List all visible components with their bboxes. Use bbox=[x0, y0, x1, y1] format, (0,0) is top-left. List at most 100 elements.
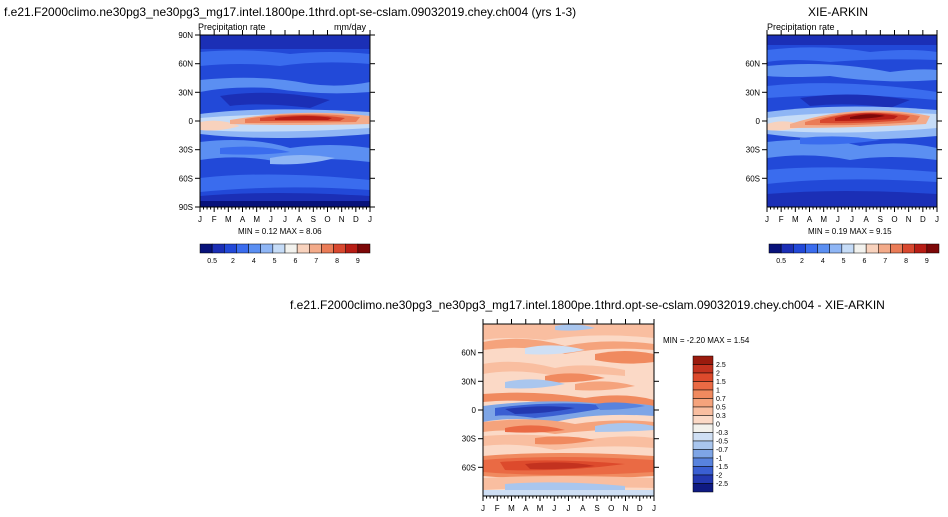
xtick-label: J bbox=[836, 215, 840, 224]
colorbar-swatch bbox=[902, 243, 915, 254]
colorbar-label: 2.5 bbox=[716, 362, 726, 369]
colorbar-swatch bbox=[878, 243, 891, 254]
ytick-label: 90S bbox=[179, 203, 193, 212]
xtick-label: O bbox=[891, 215, 897, 224]
xtick-label: M bbox=[537, 504, 544, 513]
colorbar-label: 5 bbox=[273, 258, 277, 265]
colorbar-swatch bbox=[692, 440, 714, 450]
colorbar-swatch bbox=[926, 243, 940, 254]
colorbar-swatch bbox=[692, 389, 714, 399]
colorbar-swatch bbox=[199, 243, 213, 254]
xtick-label: D bbox=[920, 215, 926, 224]
colorbar-swatch bbox=[853, 243, 867, 254]
xtick-label: A bbox=[580, 504, 586, 513]
colorbar-swatch bbox=[357, 243, 371, 254]
colorbar-label: -2 bbox=[716, 473, 722, 480]
xtick-label: A bbox=[240, 215, 246, 224]
panel-diff-yaxis: 60N 30N 0 30S 60S bbox=[461, 349, 476, 473]
xtick-label: J bbox=[198, 215, 202, 224]
xtick-label: J bbox=[652, 504, 656, 513]
panel-right-yaxis: 60N 30N 0 30S 60S bbox=[745, 60, 760, 184]
colorbar-label: 4 bbox=[821, 258, 825, 265]
colorbar-swatch bbox=[692, 398, 714, 408]
xtick-label: D bbox=[353, 215, 359, 224]
colorbar-swatch bbox=[890, 243, 903, 254]
ytick-label: 60N bbox=[178, 60, 193, 69]
colorbar-swatch bbox=[692, 466, 714, 476]
colorbar-label: 4 bbox=[252, 258, 256, 265]
colorbar-swatch bbox=[272, 243, 286, 254]
colorbar-label: 7 bbox=[314, 258, 318, 265]
colorbar-label: 1.5 bbox=[716, 379, 726, 386]
ytick-label: 30N bbox=[745, 88, 760, 97]
colorbar-swatch bbox=[817, 243, 830, 254]
panel-left-field bbox=[200, 35, 370, 207]
xtick-label: J bbox=[481, 504, 485, 513]
xtick-label: A bbox=[863, 215, 869, 224]
xtick-label: J bbox=[269, 215, 273, 224]
panel-right-variable-label: Precipitation rate bbox=[767, 22, 835, 32]
colorbar-label: -0.5 bbox=[716, 439, 728, 446]
colorbar-swatch bbox=[692, 432, 714, 442]
colorbar-label: 9 bbox=[925, 258, 929, 265]
colorbar-label: 0.5 bbox=[716, 405, 726, 412]
colorbar-swatch bbox=[260, 243, 274, 254]
ytick-label: 0 bbox=[472, 406, 477, 415]
ytick-label: 30N bbox=[178, 88, 193, 97]
xtick-label: N bbox=[906, 215, 912, 224]
xtick-label: J bbox=[368, 215, 372, 224]
colorbar-label: 2 bbox=[231, 258, 235, 265]
ytick-label: 60S bbox=[462, 463, 476, 472]
ytick-label: 60N bbox=[461, 349, 476, 358]
colorbar-swatch bbox=[841, 243, 855, 254]
colorbar-label: 5 bbox=[842, 258, 846, 265]
colorbar-label: 7 bbox=[883, 258, 887, 265]
panel-right-ticks bbox=[762, 63, 942, 179]
panel-left-variable-label: Precipitation rate bbox=[198, 22, 266, 32]
colorbar-swatch bbox=[793, 243, 806, 254]
colorbar-label: -0.7 bbox=[716, 447, 728, 454]
colorbar-swatch bbox=[692, 381, 714, 391]
colorbar-swatch bbox=[914, 243, 928, 254]
panel-diff-ticks bbox=[478, 352, 659, 468]
colorbar-swatch bbox=[865, 243, 879, 254]
colorbar-swatch bbox=[692, 406, 714, 416]
colorbar-swatch bbox=[692, 364, 714, 374]
panel-right-colorbar: 0.5 2 4 5 6 7 8 9 bbox=[768, 243, 940, 265]
panel-left-stats: MIN = 0.12 MAX = 8.06 bbox=[238, 227, 322, 236]
xtick-label: M bbox=[225, 215, 232, 224]
colorbar-swatch bbox=[333, 243, 346, 254]
colorbar-swatch bbox=[692, 449, 714, 459]
xtick-label: M bbox=[820, 215, 827, 224]
xtick-label: J bbox=[850, 215, 854, 224]
colorbar-label: 0 bbox=[716, 422, 720, 429]
colorbar-swatch bbox=[692, 372, 714, 382]
colorbar-swatch bbox=[211, 243, 225, 254]
xtick-label: A bbox=[807, 215, 813, 224]
xtick-label: S bbox=[594, 504, 599, 513]
xtick-label: M bbox=[253, 215, 260, 224]
colorbar-swatch bbox=[248, 243, 261, 254]
ytick-label: 60N bbox=[745, 60, 760, 69]
colorbar-swatch bbox=[692, 355, 714, 365]
colorbar-swatch bbox=[692, 415, 714, 425]
colorbar-swatch bbox=[768, 243, 782, 254]
colorbar-swatch bbox=[345, 243, 359, 254]
panel-diff-stats: MIN = -2.20 MAX = 1.54 bbox=[663, 336, 750, 345]
xtick-label: J bbox=[552, 504, 556, 513]
ytick-label: 30S bbox=[746, 146, 760, 155]
xtick-label: F bbox=[495, 504, 500, 513]
ytick-label: 60S bbox=[746, 174, 760, 183]
xtick-label: J bbox=[283, 215, 287, 224]
xtick-label: S bbox=[878, 215, 883, 224]
colorbar-label: -2.5 bbox=[716, 481, 728, 488]
xtick-label: J bbox=[765, 215, 769, 224]
xtick-label: M bbox=[508, 504, 515, 513]
colorbar-swatch bbox=[236, 243, 249, 254]
panel-left-ticks bbox=[195, 34, 375, 208]
colorbar-label: 0.7 bbox=[716, 396, 726, 403]
ytick-label: 90N bbox=[178, 31, 193, 40]
colorbar-swatch bbox=[829, 243, 843, 254]
xtick-label: N bbox=[339, 215, 345, 224]
